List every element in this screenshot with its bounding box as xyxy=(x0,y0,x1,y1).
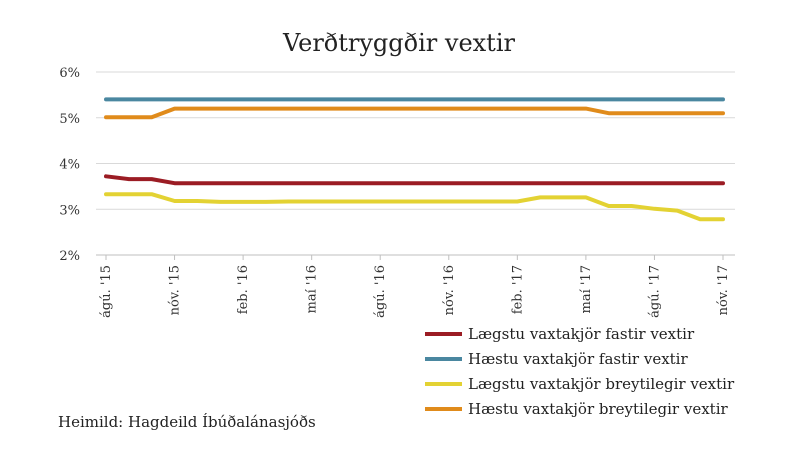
series-line-3 xyxy=(104,192,725,222)
x-tick-label: ágú. '16 xyxy=(373,265,388,318)
x-tick-label: feb. '16 xyxy=(236,265,251,314)
series-lines xyxy=(104,97,725,222)
chart-title: Verðtryggðir vextir xyxy=(282,29,516,57)
legend-label: Lægstu vaxtakjör breytilegir vextir xyxy=(468,375,735,393)
series-line-4 xyxy=(104,106,725,120)
legend: Lægstu vaxtakjör fastir vextir Hæstu vaxt… xyxy=(425,325,735,418)
source-note: Heimild: Hagdeild Íbúðalánasjóðs xyxy=(58,413,316,431)
x-tick-label: maí '16 xyxy=(305,265,320,313)
legend-label: Hæstu vaxtakjör breytilegir vextir xyxy=(468,400,728,418)
y-tick-label: 2% xyxy=(59,249,80,264)
x-tick-label: nóv. '17 xyxy=(716,265,731,315)
y-tick-label: 6% xyxy=(59,66,80,81)
x-tick-label: maí '17 xyxy=(579,265,594,313)
x-tick-label: ágú. '17 xyxy=(647,265,662,318)
series-line-1 xyxy=(104,174,725,186)
x-tick-label: nóv. '16 xyxy=(442,265,457,315)
x-tick-label: feb. '17 xyxy=(510,265,525,314)
y-axis-ticks: 2% 3% 4% 5% 6% xyxy=(59,66,80,264)
x-tick-label: ágú. '15 xyxy=(99,265,114,318)
y-tick-label: 3% xyxy=(59,203,80,218)
x-axis-ticks: ágú. '15 nóv. '15 feb. '16 maí '16 ágú. '16 n… xyxy=(99,255,731,318)
legend-label: Lægstu vaxtakjör fastir vextir xyxy=(468,325,695,343)
x-tick-label: nóv. '15 xyxy=(168,265,183,315)
gridlines xyxy=(96,71,735,256)
y-tick-label: 4% xyxy=(59,158,80,173)
legend-label: Hæstu vaxtakjör fastir vextir xyxy=(468,350,688,368)
y-tick-label: 5% xyxy=(59,112,80,127)
